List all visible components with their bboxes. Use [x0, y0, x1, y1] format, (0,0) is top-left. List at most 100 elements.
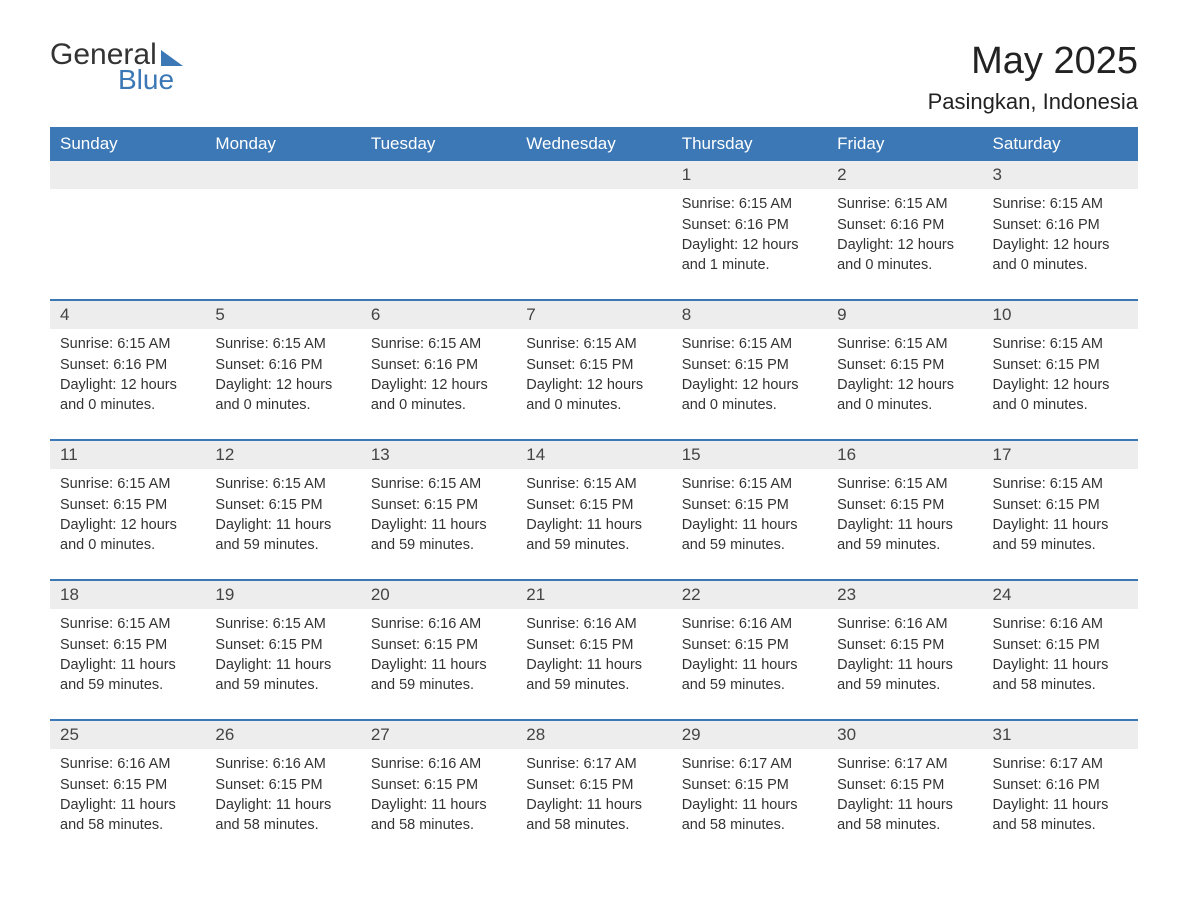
logo-text-blue: Blue: [118, 66, 183, 94]
day-details: Sunrise: 6:15 AMSunset: 6:16 PMDaylight:…: [983, 189, 1138, 284]
sunrise-line: Sunrise: 6:15 AM: [60, 615, 195, 635]
calendar-day: 16Sunrise: 6:15 AMSunset: 6:15 PMDayligh…: [827, 441, 982, 569]
sunset-line: Sunset: 6:15 PM: [682, 636, 817, 656]
day-details: Sunrise: 6:15 AMSunset: 6:15 PMDaylight:…: [50, 469, 205, 564]
sunrise-line: Sunrise: 6:15 AM: [837, 475, 972, 495]
sunset-line: Sunset: 6:15 PM: [837, 776, 972, 796]
calendar-day: 28Sunrise: 6:17 AMSunset: 6:15 PMDayligh…: [516, 721, 671, 849]
day-details: Sunrise: 6:15 AMSunset: 6:15 PMDaylight:…: [50, 609, 205, 704]
calendar-week: 11Sunrise: 6:15 AMSunset: 6:15 PMDayligh…: [50, 439, 1138, 569]
day-details: Sunrise: 6:17 AMSunset: 6:15 PMDaylight:…: [516, 749, 671, 844]
sunrise-line: Sunrise: 6:16 AM: [371, 615, 506, 635]
sunrise-line: Sunrise: 6:17 AM: [837, 755, 972, 775]
day-number: [205, 161, 360, 189]
calendar-day: 22Sunrise: 6:16 AMSunset: 6:15 PMDayligh…: [672, 581, 827, 709]
weekday-wednesday: Wednesday: [516, 127, 671, 161]
sunrise-line: Sunrise: 6:15 AM: [526, 335, 661, 355]
logo: General Blue: [50, 40, 183, 94]
page-header: General Blue May 2025 Pasingkan, Indones…: [50, 40, 1138, 115]
daylight-line: Daylight: 12 hours and 0 minutes.: [60, 516, 195, 555]
daylight-line: Daylight: 12 hours and 0 minutes.: [837, 236, 972, 275]
day-number: 13: [361, 441, 516, 469]
sunset-line: Sunset: 6:15 PM: [526, 636, 661, 656]
calendar-day: 29Sunrise: 6:17 AMSunset: 6:15 PMDayligh…: [672, 721, 827, 849]
daylight-line: Daylight: 12 hours and 0 minutes.: [60, 376, 195, 415]
sunset-line: Sunset: 6:16 PM: [993, 776, 1128, 796]
calendar-day: [516, 161, 671, 289]
day-details: Sunrise: 6:15 AMSunset: 6:15 PMDaylight:…: [672, 469, 827, 564]
daylight-line: Daylight: 11 hours and 59 minutes.: [215, 516, 350, 555]
sunrise-line: Sunrise: 6:17 AM: [682, 755, 817, 775]
sunrise-line: Sunrise: 6:15 AM: [682, 475, 817, 495]
sunrise-line: Sunrise: 6:15 AM: [837, 335, 972, 355]
weekday-friday: Friday: [827, 127, 982, 161]
calendar-day: 4Sunrise: 6:15 AMSunset: 6:16 PMDaylight…: [50, 301, 205, 429]
day-number: 14: [516, 441, 671, 469]
calendar-week: 1Sunrise: 6:15 AMSunset: 6:16 PMDaylight…: [50, 161, 1138, 289]
calendar-week: 25Sunrise: 6:16 AMSunset: 6:15 PMDayligh…: [50, 719, 1138, 849]
day-details: Sunrise: 6:16 AMSunset: 6:15 PMDaylight:…: [361, 749, 516, 844]
daylight-line: Daylight: 11 hours and 58 minutes.: [837, 796, 972, 835]
calendar-day: 20Sunrise: 6:16 AMSunset: 6:15 PMDayligh…: [361, 581, 516, 709]
day-details: Sunrise: 6:16 AMSunset: 6:15 PMDaylight:…: [516, 609, 671, 704]
daylight-line: Daylight: 12 hours and 0 minutes.: [993, 236, 1128, 275]
day-number: [516, 161, 671, 189]
day-number: 18: [50, 581, 205, 609]
day-number: 12: [205, 441, 360, 469]
day-details: Sunrise: 6:16 AMSunset: 6:15 PMDaylight:…: [827, 609, 982, 704]
daylight-line: Daylight: 11 hours and 58 minutes.: [993, 796, 1128, 835]
sunrise-line: Sunrise: 6:15 AM: [682, 195, 817, 215]
calendar-day: [205, 161, 360, 289]
calendar-day: [361, 161, 516, 289]
calendar-day: 11Sunrise: 6:15 AMSunset: 6:15 PMDayligh…: [50, 441, 205, 569]
sunrise-line: Sunrise: 6:15 AM: [215, 615, 350, 635]
sunset-line: Sunset: 6:15 PM: [993, 496, 1128, 516]
sunset-line: Sunset: 6:15 PM: [526, 356, 661, 376]
daylight-line: Daylight: 12 hours and 0 minutes.: [837, 376, 972, 415]
day-number: 1: [672, 161, 827, 189]
day-details: Sunrise: 6:15 AMSunset: 6:16 PMDaylight:…: [205, 329, 360, 424]
daylight-line: Daylight: 11 hours and 58 minutes.: [993, 656, 1128, 695]
daylight-line: Daylight: 11 hours and 58 minutes.: [526, 796, 661, 835]
daylight-line: Daylight: 11 hours and 58 minutes.: [682, 796, 817, 835]
daylight-line: Daylight: 11 hours and 59 minutes.: [371, 516, 506, 555]
day-details: Sunrise: 6:15 AMSunset: 6:15 PMDaylight:…: [361, 469, 516, 564]
daylight-line: Daylight: 11 hours and 59 minutes.: [215, 656, 350, 695]
day-number: 29: [672, 721, 827, 749]
day-number: [361, 161, 516, 189]
calendar-day: 14Sunrise: 6:15 AMSunset: 6:15 PMDayligh…: [516, 441, 671, 569]
sunset-line: Sunset: 6:15 PM: [215, 636, 350, 656]
day-details: Sunrise: 6:17 AMSunset: 6:15 PMDaylight:…: [672, 749, 827, 844]
calendar-day: 8Sunrise: 6:15 AMSunset: 6:15 PMDaylight…: [672, 301, 827, 429]
daylight-line: Daylight: 12 hours and 0 minutes.: [371, 376, 506, 415]
day-number: 23: [827, 581, 982, 609]
sunset-line: Sunset: 6:15 PM: [682, 356, 817, 376]
sunrise-line: Sunrise: 6:16 AM: [526, 615, 661, 635]
sunset-line: Sunset: 6:15 PM: [837, 496, 972, 516]
calendar-week: 18Sunrise: 6:15 AMSunset: 6:15 PMDayligh…: [50, 579, 1138, 709]
sunrise-line: Sunrise: 6:15 AM: [526, 475, 661, 495]
daylight-line: Daylight: 11 hours and 59 minutes.: [526, 516, 661, 555]
day-number: 11: [50, 441, 205, 469]
day-number: 2: [827, 161, 982, 189]
calendar-day: 13Sunrise: 6:15 AMSunset: 6:15 PMDayligh…: [361, 441, 516, 569]
day-number: 24: [983, 581, 1138, 609]
day-number: 22: [672, 581, 827, 609]
day-details: Sunrise: 6:15 AMSunset: 6:16 PMDaylight:…: [827, 189, 982, 284]
sunset-line: Sunset: 6:15 PM: [837, 356, 972, 376]
day-number: 17: [983, 441, 1138, 469]
sunset-line: Sunset: 6:15 PM: [60, 496, 195, 516]
day-details: Sunrise: 6:15 AMSunset: 6:16 PMDaylight:…: [361, 329, 516, 424]
weekday-thursday: Thursday: [672, 127, 827, 161]
day-number: 31: [983, 721, 1138, 749]
day-details: Sunrise: 6:15 AMSunset: 6:15 PMDaylight:…: [983, 329, 1138, 424]
day-details: Sunrise: 6:15 AMSunset: 6:16 PMDaylight:…: [50, 329, 205, 424]
day-details: Sunrise: 6:15 AMSunset: 6:15 PMDaylight:…: [205, 469, 360, 564]
day-number: 8: [672, 301, 827, 329]
calendar-day: 5Sunrise: 6:15 AMSunset: 6:16 PMDaylight…: [205, 301, 360, 429]
day-details: Sunrise: 6:16 AMSunset: 6:15 PMDaylight:…: [983, 609, 1138, 704]
sunset-line: Sunset: 6:16 PM: [60, 356, 195, 376]
day-number: [50, 161, 205, 189]
sunrise-line: Sunrise: 6:15 AM: [993, 335, 1128, 355]
day-number: 19: [205, 581, 360, 609]
